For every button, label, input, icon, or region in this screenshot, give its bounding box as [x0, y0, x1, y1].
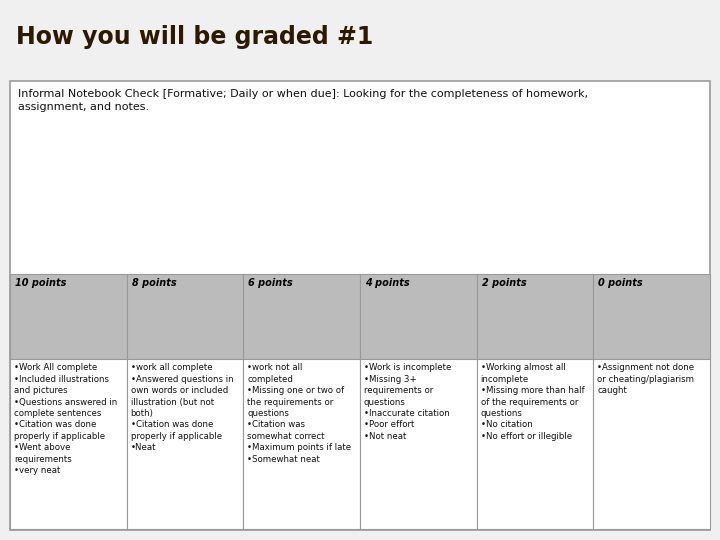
Text: 0 points: 0 points — [598, 278, 643, 288]
Text: 10 points: 10 points — [15, 278, 66, 288]
Text: •Work is incomplete
•Missing 3+
requirements or
questions
•Inaccurate citation
•: •Work is incomplete •Missing 3+ requirem… — [364, 363, 451, 441]
Bar — [477, 274, 593, 359]
Text: 4 points: 4 points — [365, 278, 410, 288]
Text: 6 points: 6 points — [248, 278, 293, 288]
Bar — [127, 274, 243, 359]
Bar — [10, 359, 127, 529]
Text: How you will be graded #1: How you will be graded #1 — [16, 25, 373, 49]
Bar — [593, 359, 710, 529]
Text: •work not all
completed
•Missing one or two of
the requirements or
questions
•Ci: •work not all completed •Missing one or … — [248, 363, 351, 464]
Text: •Work All complete
•Included illustrations
and pictures
•Questions answered in
c: •Work All complete •Included illustratio… — [14, 363, 117, 475]
Bar — [243, 359, 360, 529]
Text: 8 points: 8 points — [132, 278, 176, 288]
Text: •Working almost all
incomplete
•Missing more than half
of the requirements or
qu: •Working almost all incomplete •Missing … — [481, 363, 585, 441]
Text: Informal Notebook Check [Formative; Daily or when due]: Looking for the complete: Informal Notebook Check [Formative; Dail… — [18, 89, 588, 99]
Bar — [477, 359, 593, 529]
Bar — [127, 359, 243, 529]
Bar — [243, 274, 360, 359]
Bar — [593, 274, 710, 359]
Text: assignment, and notes.: assignment, and notes. — [18, 102, 149, 112]
Text: 2 points: 2 points — [482, 278, 526, 288]
Bar — [360, 274, 477, 359]
Bar — [10, 274, 127, 359]
Text: •Assignment not done
or cheating/plagiarism
caught: •Assignment not done or cheating/plagiar… — [598, 363, 695, 395]
Text: •work all complete
•Answered questions in
own words or included
illustration (bu: •work all complete •Answered questions i… — [130, 363, 233, 453]
Bar — [360, 359, 477, 529]
